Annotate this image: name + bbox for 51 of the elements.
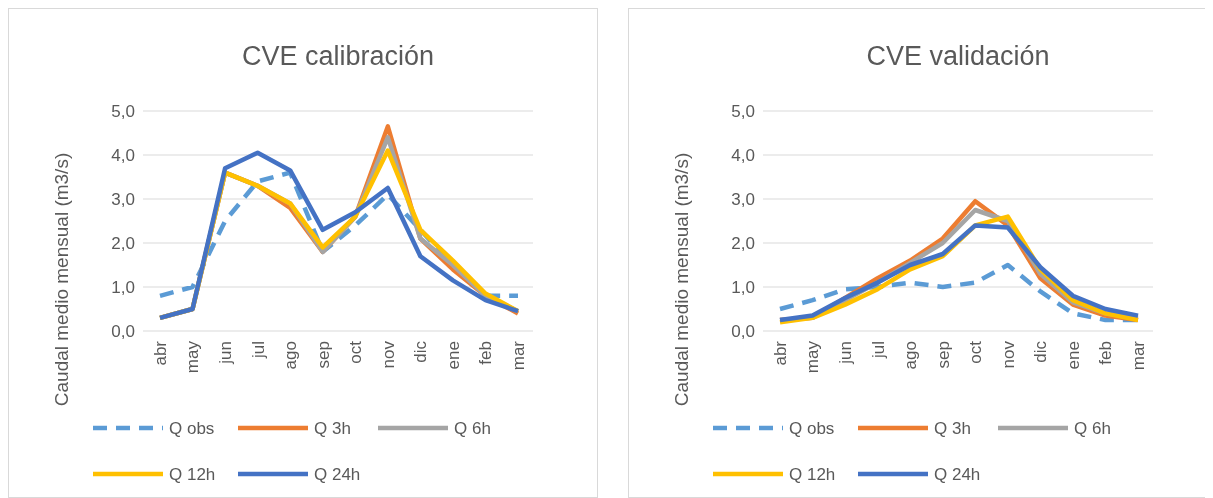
legend-label: Q 3h	[934, 418, 971, 438]
x-tick-label: feb	[476, 341, 496, 365]
x-tick-label: mar	[1128, 340, 1148, 371]
x-tick-label: dic	[411, 340, 431, 363]
legend-label: Q 24h	[934, 464, 981, 484]
legend-label: Q obs	[789, 418, 835, 438]
x-tick-label: jul	[248, 341, 268, 360]
y-tick-label: 5,0	[111, 101, 135, 121]
y-tick-label: 3,0	[111, 189, 135, 209]
legend-label: Q 12h	[169, 464, 216, 484]
x-tick-label: dic	[1031, 340, 1051, 363]
x-tick-label: jun	[216, 341, 236, 365]
x-tick-label: nov	[998, 340, 1018, 369]
y-tick-label: 1,0	[731, 277, 755, 297]
y-tick-label: 0,0	[111, 321, 135, 341]
x-tick-label: abr	[150, 340, 170, 366]
x-tick-label: sep	[933, 341, 953, 369]
y-tick-label: 4,0	[111, 145, 135, 165]
y-axis-title: Caudal medio mensual (m3/s)	[671, 152, 692, 407]
x-tick-label: jun	[836, 341, 856, 365]
x-tick-label: abr	[770, 340, 790, 366]
x-tick-label: jul	[868, 341, 888, 360]
x-tick-label: ago	[901, 341, 921, 370]
x-tick-label: ene	[1063, 341, 1083, 370]
y-tick-label: 2,0	[731, 233, 755, 253]
y-tick-label: 5,0	[731, 101, 755, 121]
chart-title: CVE calibración	[241, 41, 435, 71]
legend-label: Q 24h	[314, 464, 361, 484]
legend-label: Q 3h	[314, 418, 351, 438]
x-tick-label: sep	[313, 341, 333, 369]
y-tick-label: 2,0	[111, 233, 135, 253]
x-tick-label: mar	[508, 340, 528, 371]
line-series	[157, 170, 521, 299]
x-tick-label: ene	[443, 341, 463, 370]
legend-label: Q obs	[169, 418, 215, 438]
x-tick-label: may	[803, 340, 823, 374]
y-tick-label: 1,0	[111, 277, 135, 297]
x-tick-label: ago	[281, 341, 301, 370]
y-tick-label: 3,0	[731, 189, 755, 209]
legend-label: Q 12h	[789, 464, 836, 484]
legend-label: Q 6h	[454, 418, 491, 438]
x-tick-label: oct	[966, 340, 986, 364]
x-tick-label: feb	[1096, 341, 1116, 365]
legend-label: Q 6h	[1074, 418, 1111, 438]
chart-title: CVE validación	[866, 41, 1050, 71]
y-tick-label: 0,0	[731, 321, 755, 341]
x-tick-label: oct	[346, 340, 366, 364]
y-axis-title: Caudal medio mensual (m3/s)	[51, 152, 72, 407]
x-tick-label: may	[183, 340, 203, 374]
x-tick-label: nov	[378, 340, 398, 369]
y-tick-label: 4,0	[731, 145, 755, 165]
